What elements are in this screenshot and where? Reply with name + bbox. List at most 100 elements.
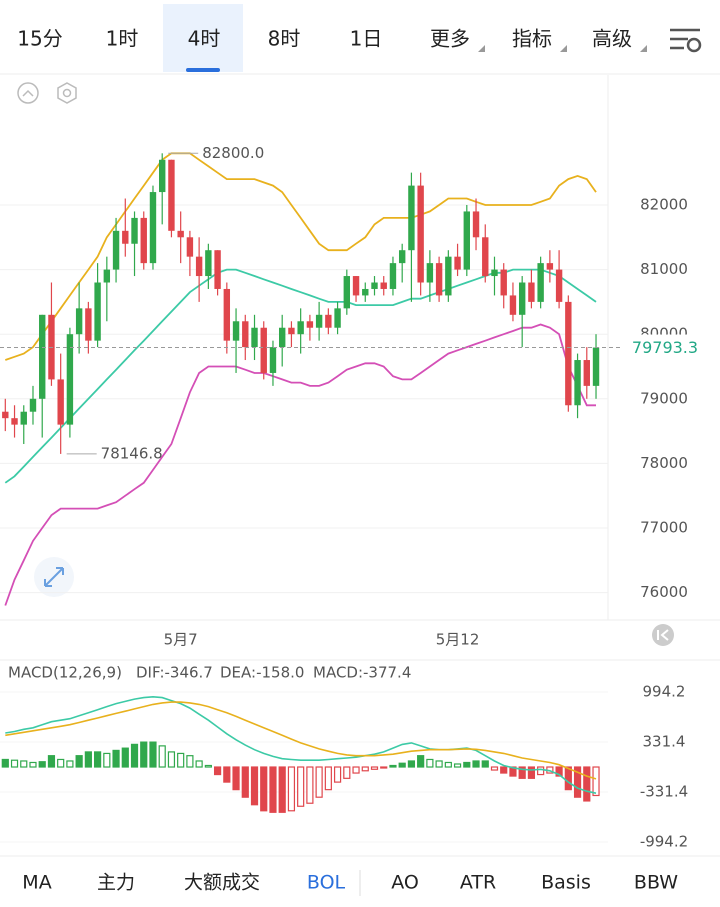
macd-bar <box>93 751 102 768</box>
y-tick-label: 79000 <box>640 389 688 407</box>
timeframe-tab[interactable]: 1日 <box>350 27 383 51</box>
candle-body <box>279 327 286 348</box>
macd-bar <box>269 766 277 813</box>
macd-bar <box>564 766 572 791</box>
macd-y-tick-label: -994.2 <box>640 833 688 851</box>
boll-line <box>5 152 597 361</box>
candle-body <box>435 263 443 296</box>
y-tick-label: 82000 <box>640 195 688 213</box>
selected-tab-bg <box>163 4 243 72</box>
candle-body <box>352 276 360 296</box>
macd-bar <box>177 752 185 768</box>
candle-body <box>75 308 83 335</box>
indicator-tab[interactable]: ATR <box>460 872 496 894</box>
candle-body <box>463 211 470 270</box>
macd-bar <box>195 760 203 768</box>
timeframe-tab[interactable]: 指标 <box>512 27 552 51</box>
macd-bar <box>57 758 65 768</box>
timeframe-tab[interactable]: 8时 <box>268 27 301 51</box>
hex-settings-icon[interactable] <box>57 82 77 104</box>
macd-dea-label: DEA:-158.0 <box>220 664 304 682</box>
macd-bar <box>315 766 323 798</box>
indicator-tab[interactable]: MA <box>22 872 51 894</box>
x-tick-label: 5月7 <box>164 631 198 649</box>
indicator-tab[interactable]: 大额成交 <box>184 872 260 894</box>
candle-body <box>29 398 37 412</box>
macd-bar <box>121 747 129 768</box>
macd-bar <box>537 766 545 776</box>
macd-dif-line <box>5 695 597 794</box>
candle-body <box>112 230 120 270</box>
settings-icon[interactable] <box>670 28 702 53</box>
candle-body <box>140 217 147 264</box>
timeframe-tab[interactable]: 高级 <box>592 27 632 51</box>
candle-body <box>260 327 267 373</box>
macd-bar <box>407 760 416 768</box>
macd-bar <box>380 766 388 769</box>
last-price-label: 79793.3 <box>632 338 698 357</box>
macd-bar <box>213 766 222 776</box>
macd-bar <box>398 762 406 768</box>
macd-bar <box>186 755 194 768</box>
candle-body <box>334 308 341 328</box>
candle-body <box>232 321 240 341</box>
candle-body <box>389 263 397 289</box>
macd-bar <box>324 766 332 791</box>
macd-bar <box>481 760 489 768</box>
scroll-latest-icon <box>657 629 669 641</box>
candle-body <box>297 321 304 335</box>
indicator-tab[interactable]: AO <box>391 872 419 894</box>
macd-bar <box>583 766 591 802</box>
macd-bar <box>158 745 166 768</box>
candle-body <box>159 159 166 193</box>
candle-body <box>509 295 517 315</box>
timeframe-tab[interactable]: 1时 <box>106 27 139 51</box>
candle-body <box>2 411 9 419</box>
candle-body <box>537 263 544 302</box>
macd-y-tick-label: -331.4 <box>640 783 688 801</box>
candle-body <box>398 250 406 264</box>
indicator-tab[interactable]: Basis <box>541 872 591 894</box>
macd-bar <box>527 766 536 779</box>
indicator-tab[interactable]: BBW <box>634 872 678 894</box>
candle-body <box>186 237 194 257</box>
macd-bar <box>435 760 443 768</box>
candle-body <box>177 230 184 238</box>
hex-settings-dot <box>62 88 72 98</box>
indicator-tab[interactable]: BOL <box>307 872 346 894</box>
last-price-tag <box>620 334 720 361</box>
macd-bar <box>573 766 582 798</box>
candle-body <box>491 269 498 277</box>
candle-body <box>94 282 101 341</box>
timeframe-tab[interactable]: 15分 <box>17 27 62 51</box>
macd-bar <box>278 766 286 813</box>
macd-bar <box>260 766 268 812</box>
dropdown-arrows <box>478 45 647 52</box>
macd-bar <box>250 766 259 806</box>
collapse-icon[interactable] <box>17 82 39 104</box>
y-tick-label: 78000 <box>640 454 688 472</box>
candle-body <box>380 282 387 289</box>
macd-bar <box>241 766 249 798</box>
macd-bar <box>472 760 480 768</box>
selected-tab-indicator <box>186 68 220 72</box>
macd-bar <box>10 759 19 768</box>
candle-body <box>472 211 480 238</box>
timeframe-tab[interactable]: 4时 <box>188 27 221 51</box>
candle-body <box>85 308 92 341</box>
timeframe-tab[interactable]: 更多 <box>430 27 470 51</box>
macd-bar <box>47 755 56 768</box>
candle-body <box>528 282 535 302</box>
macd-y-tick-label: 331.4 <box>643 732 686 750</box>
expand-icon <box>44 567 64 587</box>
candle-body <box>214 250 221 289</box>
indicator-tab[interactable]: 主力 <box>97 872 135 894</box>
candle-body <box>592 347 600 386</box>
candle-body <box>168 159 175 231</box>
candle-body <box>20 411 27 425</box>
macd-bar <box>555 766 563 777</box>
macd-bar <box>29 761 37 768</box>
candle-body <box>574 360 581 406</box>
candle-body <box>195 256 203 277</box>
